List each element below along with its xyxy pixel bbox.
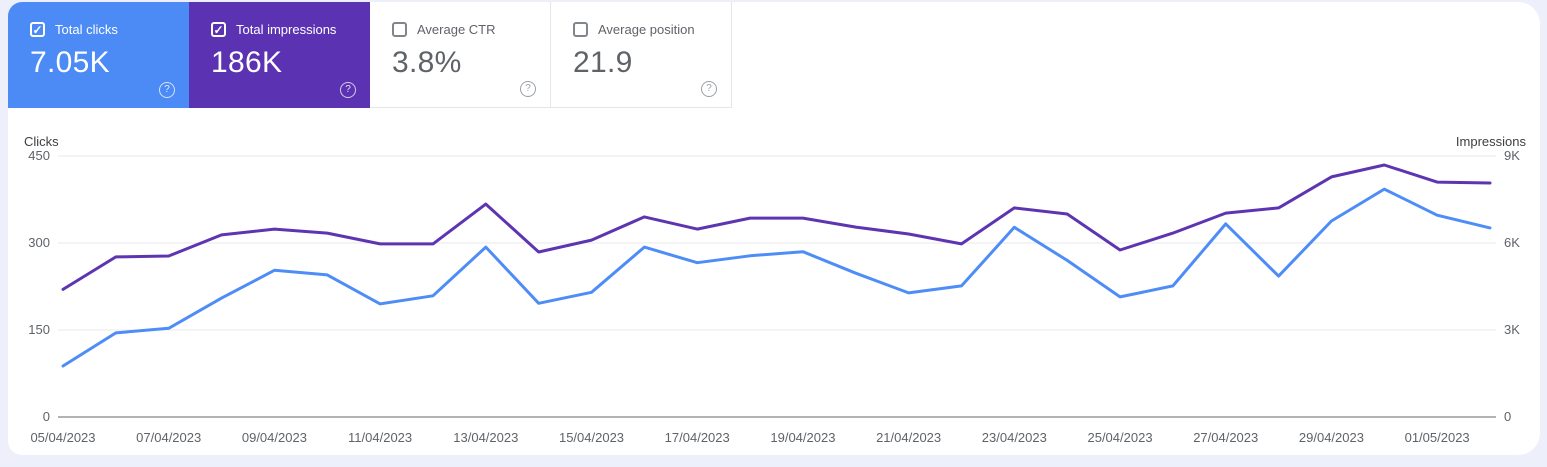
right-axis-tick: 9K: [1504, 148, 1520, 163]
x-axis-date-label: 13/04/2023: [453, 430, 519, 445]
card-label: Average CTR: [417, 22, 496, 37]
x-axis-date-label: 21/04/2023: [876, 430, 942, 445]
x-axis-date-label: 01/05/2023: [1404, 430, 1470, 445]
x-axis-date-label: 15/04/2023: [558, 430, 625, 445]
x-axis-date-label: 07/04/2023: [136, 430, 202, 445]
total-impressions-value: 186K: [211, 46, 283, 79]
x-axis-date-label: 19/04/2023: [770, 430, 836, 445]
average-ctr-value: 3.8%: [392, 46, 462, 79]
help-icon[interactable]: ?: [520, 81, 536, 97]
right-axis-tick: 0: [1504, 409, 1512, 424]
x-axis-date-label: 25/04/2023: [1087, 430, 1153, 445]
performance-panel: ✓ Total clicks 7.05K ? ✓ Total impressio…: [8, 2, 1540, 455]
card-label: Total impressions: [236, 22, 337, 37]
left-axis-tick: 150: [28, 322, 50, 337]
left-axis-title: Clicks: [24, 134, 59, 149]
x-axis-date-label: 23/04/2023: [981, 430, 1047, 445]
average-ctr-checkbox[interactable]: [392, 22, 407, 37]
help-icon[interactable]: ?: [159, 82, 175, 98]
card-header: ✓ Total clicks: [30, 22, 189, 37]
card-average-position[interactable]: Average position 21.9 ?: [551, 2, 732, 108]
x-axis-date-label: 05/04/2023: [30, 430, 96, 445]
x-axis-date-label: 11/04/2023: [348, 430, 413, 445]
right-axis-tick: 3K: [1504, 322, 1520, 337]
x-axis-date-label: 27/04/2023: [1193, 430, 1259, 445]
total-impressions-checkbox[interactable]: ✓: [211, 22, 226, 37]
impressions-line[interactable]: [61, 163, 1492, 291]
right-axis-title: Impressions: [1455, 134, 1526, 149]
performance-chart[interactable]: Clicks Impressions 450 300 150 0 9K 6K 3K 0 05…: [8, 108, 1540, 455]
left-axis-tick: 0: [42, 409, 50, 424]
card-header: ✓ Total impressions: [211, 22, 370, 37]
card-total-impressions[interactable]: ✓ Total impressions 186K ?: [189, 2, 370, 108]
card-total-clicks[interactable]: ✓ Total clicks 7.05K ?: [8, 2, 189, 108]
card-header: Average CTR: [392, 22, 550, 37]
total-clicks-value: 7.05K: [30, 46, 110, 79]
help-icon[interactable]: ?: [701, 81, 717, 97]
right-axis-tick: 6K: [1504, 235, 1520, 250]
x-axis-date-label: 29/04/2023: [1298, 430, 1364, 445]
card-header: Average position: [573, 22, 731, 37]
left-axis-tick: 300: [28, 235, 50, 250]
card-label: Total clicks: [55, 22, 118, 37]
average-position-checkbox[interactable]: [573, 22, 588, 37]
metric-cards-row: ✓ Total clicks 7.05K ? ✓ Total impressio…: [8, 2, 1540, 108]
card-average-ctr[interactable]: Average CTR 3.8% ?: [370, 2, 551, 108]
help-icon[interactable]: ?: [340, 82, 356, 98]
total-clicks-checkbox[interactable]: ✓: [30, 22, 45, 37]
x-axis-date-label: 09/04/2023: [241, 430, 307, 445]
left-axis-tick: 450: [28, 148, 50, 163]
chart-plot-area[interactable]: [8, 108, 1540, 455]
clicks-line[interactable]: [61, 187, 1492, 368]
x-axis-date-label: 17/04/2023: [664, 430, 730, 445]
card-label: Average position: [598, 22, 695, 37]
average-position-value: 21.9: [573, 46, 633, 79]
